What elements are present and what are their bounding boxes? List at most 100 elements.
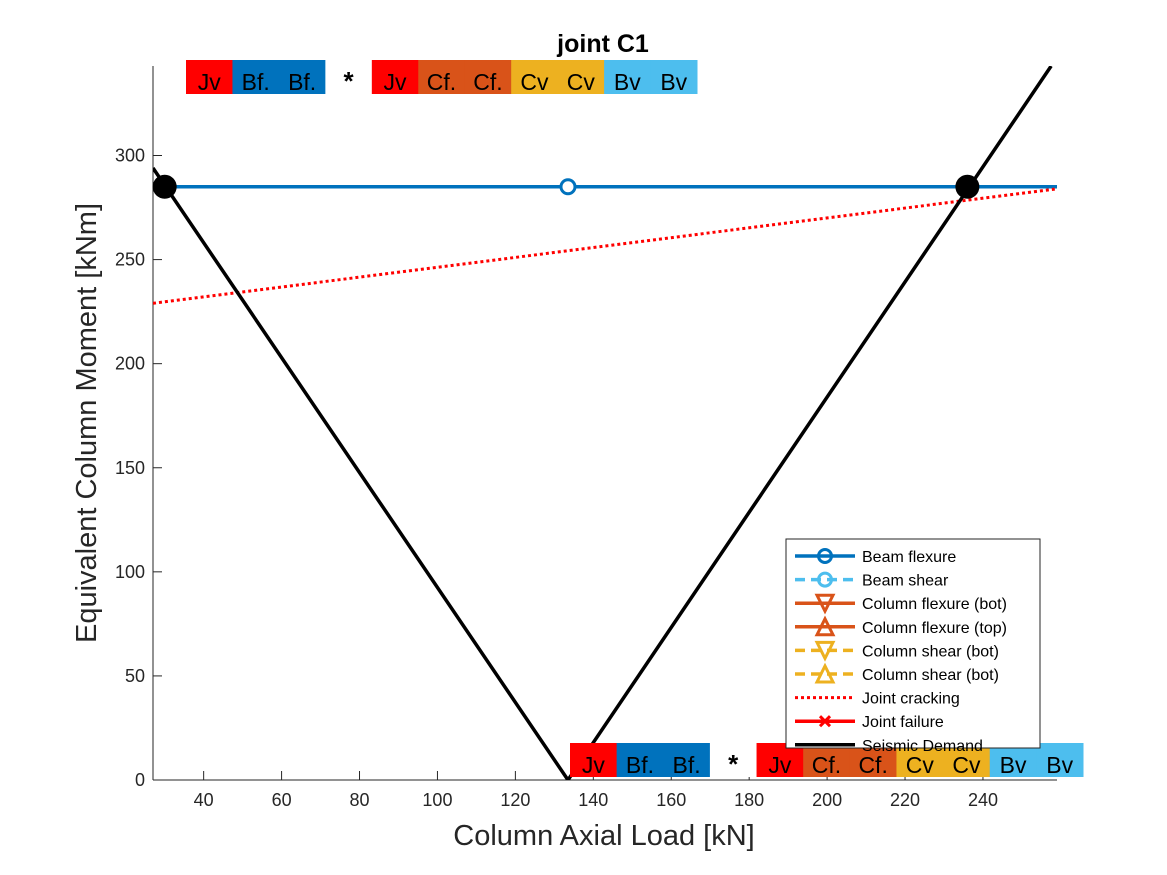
hierarchy-cell <box>232 60 280 94</box>
hierarchy-bar-top: Jv Bf. Bf. * Jv Cf. Cf. Cv Cv Bv Bv <box>186 60 698 96</box>
legend-label: Joint cracking <box>862 691 960 708</box>
legend-entry: Column flexure (bot) <box>795 593 1007 615</box>
y-tick-label: 100 <box>115 562 145 582</box>
legend-label: Beam shear <box>862 573 949 590</box>
x-tick-label: 100 <box>422 790 452 810</box>
series-layer <box>153 66 1057 780</box>
hierarchy-cell-label: * <box>728 749 739 779</box>
hierarchy-cell-label: Bf. <box>673 752 701 778</box>
hierarchy-cell <box>663 743 711 777</box>
x-tick-label: 140 <box>578 790 608 810</box>
legend-label: Beam flexure <box>862 549 956 566</box>
legend-marker <box>814 615 836 637</box>
legend-label: Column flexure (top) <box>862 620 1007 637</box>
hierarchy-cell-label: Cf. <box>473 69 502 95</box>
legend-entry: Seismic Demand <box>795 738 983 755</box>
hierarchy-cell <box>418 60 466 94</box>
legend-entry: Column shear (bot) <box>795 640 999 662</box>
legend-entry: Beam shear <box>795 571 949 590</box>
legend-label: Joint failure <box>862 714 944 731</box>
hierarchy-cell <box>464 60 512 94</box>
hierarchy-cell <box>557 60 605 94</box>
x-tick-label: 40 <box>194 790 214 810</box>
hierarchy-bar-bottom: Jv Bf. Bf. * Jv Cf. Cf. Cv Cv Bv Bv <box>570 743 1084 779</box>
x-tick-label: 200 <box>812 790 842 810</box>
hierarchy-cell <box>616 743 664 777</box>
hierarchy-cell-label: Cf. <box>427 69 456 95</box>
y-tick-label: 300 <box>115 146 145 166</box>
hierarchy-cell-label: Jv <box>384 69 408 95</box>
x-tick-label: 80 <box>350 790 370 810</box>
axes: 40 60 80 100 120 140 160 180 200 220 240 0 50 100 150… <box>115 66 1057 810</box>
legend-entry: Column shear (bot) <box>795 662 999 684</box>
legend-marker <box>817 548 833 564</box>
hierarchy-cell-label: * <box>344 66 355 96</box>
x-ticks: 40 60 80 100 120 140 160 180 200 220 240 <box>194 771 998 810</box>
hierarchy-cell <box>756 743 804 777</box>
hierarchy-cell-label: Cf. <box>812 752 841 778</box>
y-tick-label: 200 <box>115 354 145 374</box>
hierarchy-cell-label: Bv <box>614 69 641 95</box>
x-tick-label: 240 <box>968 790 998 810</box>
hierarchy-cell <box>989 743 1037 777</box>
legend-entry: Beam flexure <box>795 548 956 566</box>
hierarchy-cell <box>570 743 618 777</box>
hierarchy-cell-label: Cv <box>567 69 596 95</box>
x-tick-label: 160 <box>656 790 686 810</box>
x-tick-label: 60 <box>272 790 292 810</box>
hierarchy-cell-label: Cv <box>906 752 935 778</box>
hierarchy-cell-label: Bv <box>1000 752 1027 778</box>
legend-marker <box>814 662 836 684</box>
hierarchy-cell-label: Bf. <box>288 69 316 95</box>
intersection-point <box>955 174 980 199</box>
legend-marker <box>818 715 832 728</box>
legend-marker <box>814 640 836 662</box>
hierarchy-cell-label: Bf. <box>242 69 270 95</box>
x-tick-label: 180 <box>734 790 764 810</box>
legend-marker <box>817 571 833 588</box>
hierarchy-cell-label: Bf. <box>626 752 654 778</box>
hierarchy-cell <box>325 60 373 94</box>
legend: Beam flexure Beam shear Column flexure (bo… <box>785 538 1041 755</box>
intersection-point <box>152 174 177 199</box>
y-tick-label: 50 <box>125 666 145 686</box>
y-ticks: 0 50 100 150 200 250 300 <box>115 146 162 790</box>
hierarchy-cell-label: Cv <box>952 752 981 778</box>
legend-entry: Joint cracking <box>795 691 960 708</box>
legend-entry: Joint failure <box>795 714 944 731</box>
x-tick-label: 120 <box>500 790 530 810</box>
series-line-8 <box>153 66 1053 780</box>
markers-layer <box>152 174 980 199</box>
legend-marker <box>814 593 836 615</box>
hierarchy-cell-label: Cf. <box>858 752 887 778</box>
hierarchy-cell <box>511 60 559 94</box>
hierarchy-cell <box>186 60 233 94</box>
hierarchy-cell <box>650 60 698 94</box>
hierarchy-cell <box>896 743 944 777</box>
hierarchy-cell <box>278 60 326 94</box>
legend-entries: Beam flexure Beam shear Column flexure (bo… <box>795 548 1007 755</box>
legend-label: Column flexure (bot) <box>862 596 1007 613</box>
hierarchy-cell <box>604 60 652 94</box>
hierarchy-cell-label: Jv <box>582 752 606 778</box>
legend-label: Column shear (bot) <box>862 643 999 660</box>
y-tick-label: 250 <box>115 250 145 270</box>
legend-label: Column shear (bot) <box>862 667 999 684</box>
hierarchy-cell <box>1036 743 1084 777</box>
hierarchy-cell <box>943 743 991 777</box>
hierarchy-bars: Jv Bf. Bf. * Jv Cf. Cf. Cv Cv Bv Bv Jv Bf. Bf. * Jv Cf. C… <box>186 60 1084 779</box>
legend-label: Seismic Demand <box>862 738 983 755</box>
hierarchy-cell-label: Bv <box>660 69 687 95</box>
hierarchy-cell-label: Bv <box>1046 752 1073 778</box>
hierarchy-cell-label: Jv <box>198 69 222 95</box>
hierarchy-cell-label: Cv <box>520 69 549 95</box>
x-axis-label: Column Axial Load [kN] <box>453 820 754 852</box>
hierarchy-cell-label: Jv <box>768 752 792 778</box>
hierarchy-cell <box>709 743 758 777</box>
y-tick-label: 0 <box>135 770 145 790</box>
hierarchy-cell <box>849 743 897 777</box>
series-marker <box>559 178 577 196</box>
hierarchy-cell <box>803 743 851 777</box>
x-tick-label: 220 <box>890 790 920 810</box>
